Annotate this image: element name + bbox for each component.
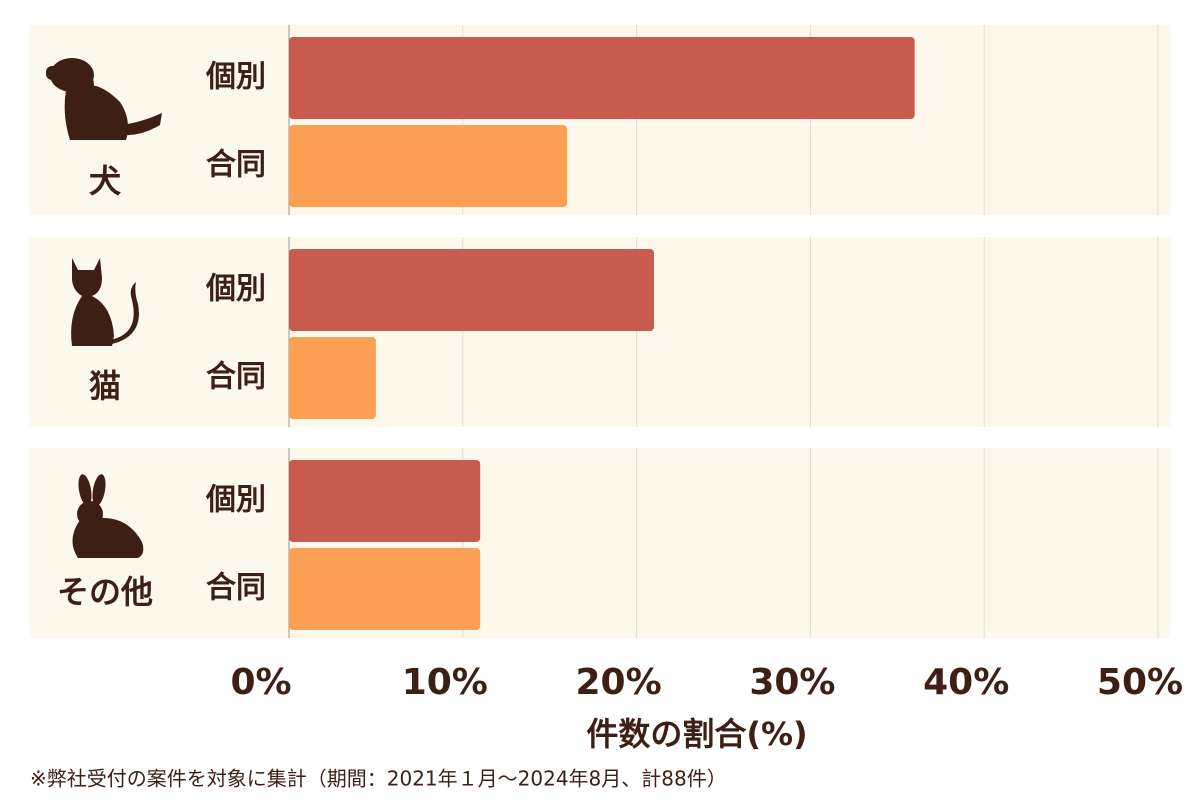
bar: [289, 460, 481, 542]
series-label: 合同: [206, 571, 266, 606]
bar: [289, 125, 568, 207]
footnote: ※弊社受付の案件を対象に集計（期間：2021年１月～2024年8月、計88件）: [30, 767, 727, 791]
bar: [289, 548, 481, 630]
x-tick-label: 40%: [923, 662, 1009, 703]
category-label: その他: [57, 573, 153, 611]
bar: [289, 337, 376, 419]
x-axis-label: 件数の割合(%): [586, 715, 807, 753]
x-tick-label: 10%: [402, 662, 488, 703]
series-label: 個別: [205, 272, 266, 307]
series-label: 個別: [205, 60, 266, 95]
x-tick-label: 30%: [749, 662, 835, 703]
cat-icon: [71, 258, 139, 346]
series-label: 個別: [205, 483, 266, 518]
x-tick-label: 0%: [230, 662, 291, 703]
x-tick-label: 50%: [1097, 662, 1183, 703]
dog-icon: [46, 58, 162, 140]
series-label: 合同: [206, 148, 266, 183]
bar: [289, 249, 654, 331]
series-label: 合同: [206, 360, 266, 395]
x-tick-label: 20%: [576, 662, 662, 703]
bar: [289, 37, 915, 119]
group-panel: [30, 448, 1170, 638]
icons: [46, 58, 162, 558]
category-label: 猫: [89, 367, 121, 405]
category-label: 犬: [89, 162, 121, 200]
rabbit-icon: [72, 474, 144, 558]
